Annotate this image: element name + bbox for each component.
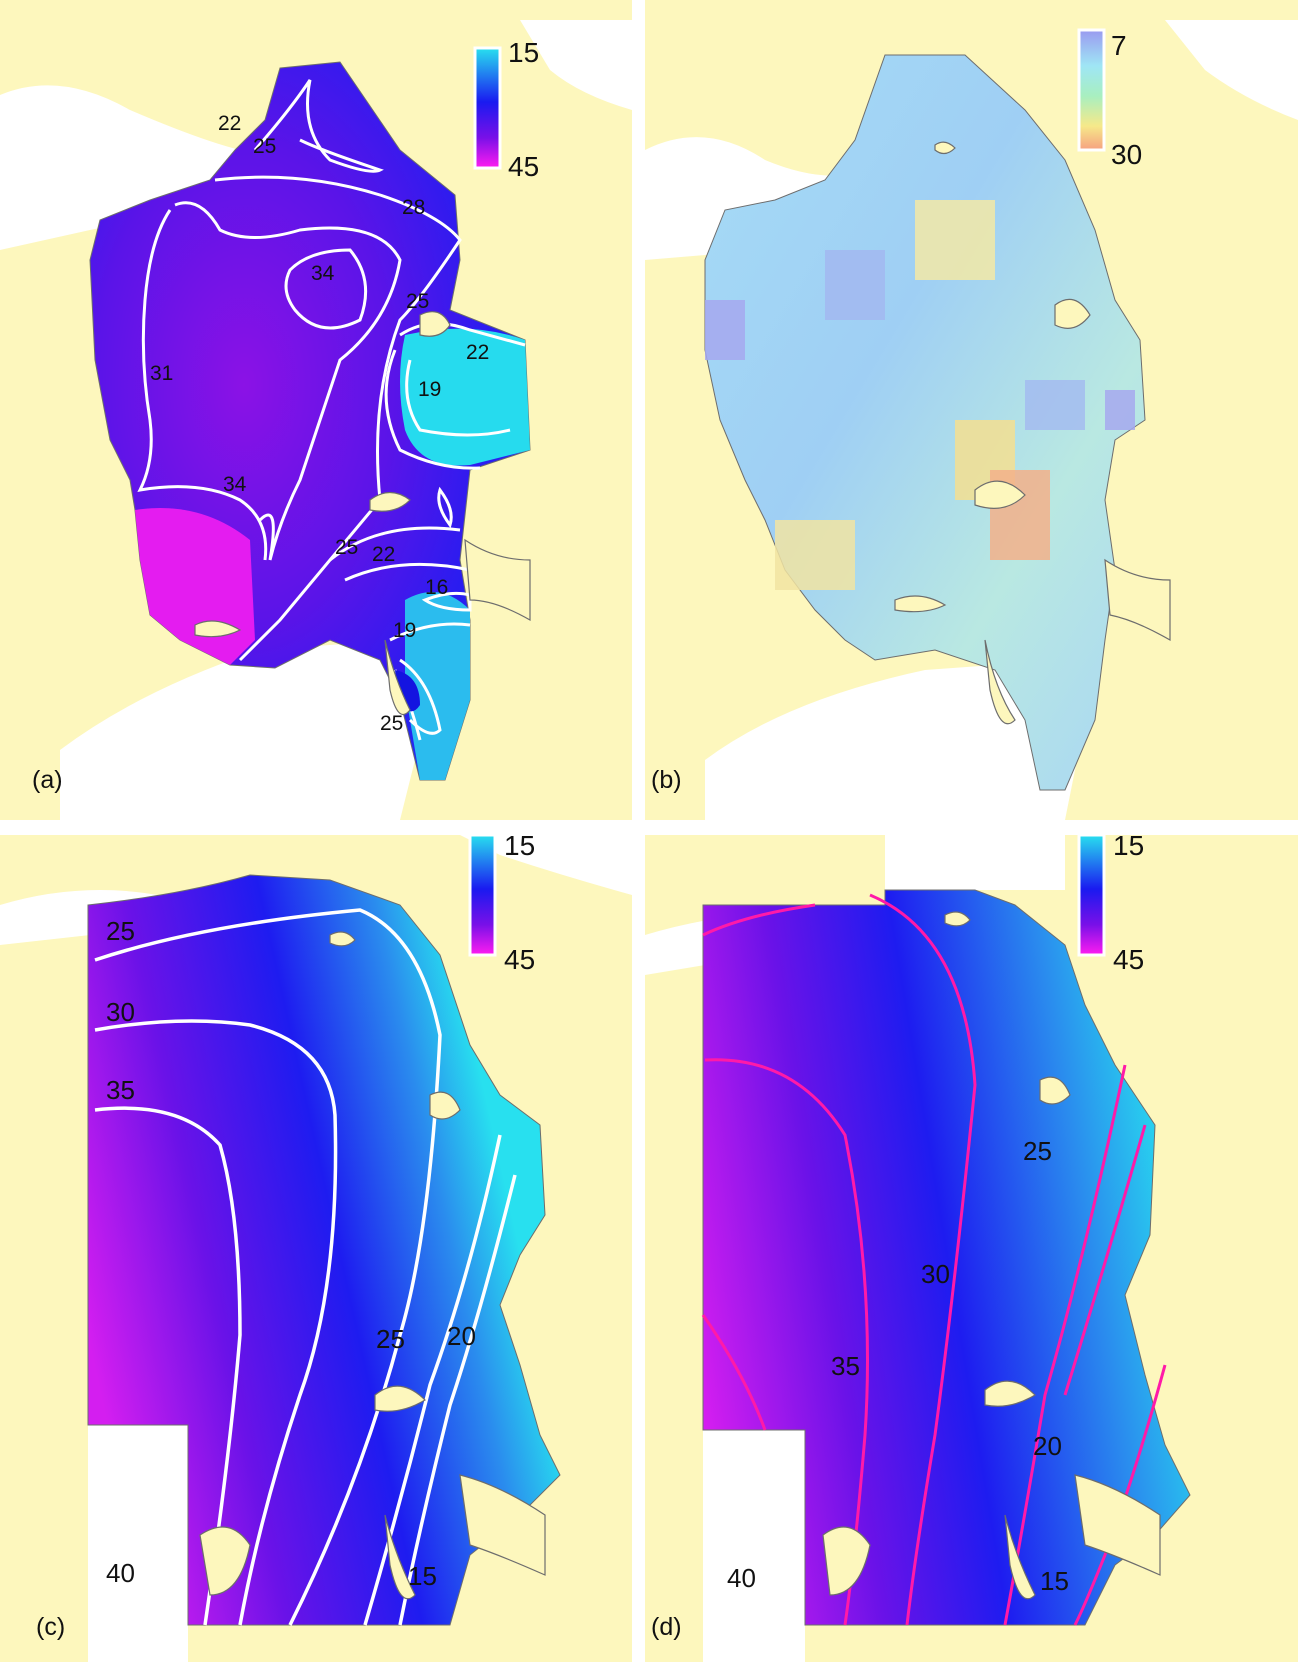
coastline: [199, 931, 546, 1600]
legend-colorbar: [473, 46, 502, 170]
ocean-area: [705, 660, 1085, 820]
ocean-area: [88, 1425, 188, 1662]
legend-max: 15: [1113, 835, 1144, 861]
legend-max: 15: [508, 37, 539, 68]
contour-label: 22: [218, 112, 241, 135]
ocean-area: [460, 835, 632, 895]
coastline: [194, 311, 531, 715]
contour-label: 30: [921, 1259, 950, 1289]
value-patches: [705, 200, 1135, 590]
contour-label: 25: [335, 536, 358, 559]
legend-min: 30: [1111, 139, 1142, 170]
contour-label: 25: [376, 1324, 405, 1354]
contour-label: 22: [372, 543, 395, 566]
contour-label: 25: [406, 290, 429, 313]
contour-label: 22: [466, 341, 489, 364]
panel-b: 7 30 (b): [645, 0, 1298, 820]
contour-label: 35: [106, 1075, 135, 1105]
contour-label: 30: [106, 997, 135, 1027]
legend-max: 15: [504, 835, 535, 861]
contour-label: 19: [393, 619, 416, 642]
legend-colorbar: [1077, 835, 1106, 957]
coastline: [822, 911, 1161, 1600]
contour-label: 20: [1033, 1431, 1062, 1461]
contour-label: 31: [150, 362, 173, 385]
contour-label: 15: [408, 1561, 437, 1591]
legend-min: 45: [504, 944, 535, 975]
coastline: [894, 141, 1171, 725]
contour-label: 16: [425, 576, 448, 599]
ocean-area: [60, 640, 430, 820]
contour-lines: [94, 908, 517, 1626]
contour-label: 25: [253, 135, 276, 158]
legend-colorbar: [468, 835, 497, 957]
contour-label: 15: [1040, 1566, 1069, 1596]
contour-label: 25: [380, 712, 403, 735]
panel-d: 25 30 35 20 40 15 15 45 (d): [645, 835, 1298, 1662]
low-value-region: [405, 592, 470, 780]
legend-max: 7: [1111, 30, 1127, 61]
contour-label: 40: [106, 1558, 135, 1588]
contour-label: 25: [106, 916, 135, 946]
panel-c: 25 30 35 25 20 40 15 15 45 (c): [0, 835, 632, 1662]
panel-a: 22 25 28 34 25 22 31 19 34 25 22 16 19 2…: [0, 0, 632, 820]
contour-label: 40: [727, 1563, 756, 1593]
contour-label: 25: [1023, 1136, 1052, 1166]
data-field: [702, 889, 1191, 1626]
data-field: [704, 54, 1146, 791]
panel-c-map: 25 30 35 25 20 40 15 15 45 (c): [0, 835, 632, 1662]
legend-colorbar: [1077, 28, 1106, 152]
contour-lines: [701, 893, 1167, 1626]
ocean-area: [520, 20, 632, 110]
contour-label: 35: [831, 1351, 860, 1381]
ocean-area: [703, 1430, 805, 1662]
panel-tag: (a): [32, 766, 63, 794]
contour-label: 34: [223, 473, 247, 496]
legend-min: 45: [508, 151, 539, 182]
panel-a-map: 22 25 28 34 25 22 31 19 34 25 22 16 19 2…: [0, 0, 632, 820]
contour-label: 28: [402, 196, 425, 219]
legend-min: 45: [1113, 944, 1144, 975]
panel-tag: (c): [36, 1613, 65, 1641]
contour-label: 20: [447, 1321, 476, 1351]
panel-tag: (b): [651, 766, 682, 794]
panel-d-map: 25 30 35 20 40 15 15 45 (d): [645, 835, 1298, 1662]
ocean-area: [885, 835, 1065, 890]
contour-label: 34: [311, 262, 335, 285]
contour-label: 19: [418, 378, 441, 401]
ocean-area: [1165, 20, 1298, 120]
panel-b-map: 7 30 (b): [645, 0, 1298, 820]
panel-tag: (d): [651, 1613, 682, 1641]
